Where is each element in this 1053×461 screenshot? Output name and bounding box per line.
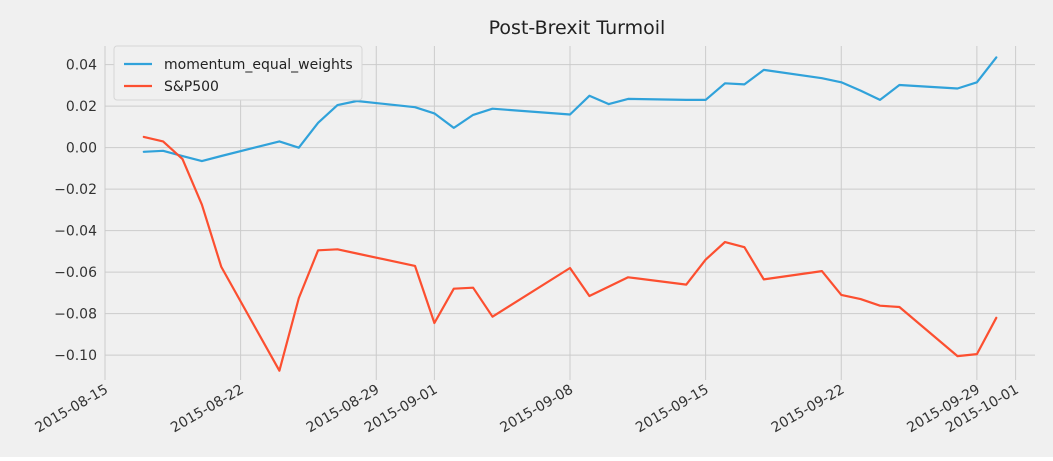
y-axis-ticks: 0.04 0.02 0.00 −0.02 −0.04 −0.06 −0.08 −0.10	[54, 58, 97, 364]
y-tick-label: −0.04	[54, 224, 97, 240]
y-tick-label: 0.04	[66, 58, 97, 74]
y-tick-label: 0.02	[66, 99, 97, 115]
grid-lines	[104, 46, 1035, 380]
legend-label: momentum_equal_weights	[164, 57, 353, 73]
y-tick-label: −0.10	[54, 348, 97, 364]
series-line	[142, 135, 998, 372]
series-line	[142, 56, 998, 163]
legend-label: S&P500	[164, 79, 219, 95]
series-lines	[142, 56, 998, 372]
legend-box	[113, 45, 363, 101]
legend: momentum_equal_weights S&P500	[113, 45, 363, 101]
y-tick-label: −0.08	[54, 307, 97, 323]
y-tick-label: −0.06	[54, 265, 97, 281]
y-tick-label: −0.02	[54, 182, 97, 198]
y-tick-label: 0.00	[66, 141, 97, 157]
chart-title: Post-Brexit Turmoil	[489, 17, 666, 39]
